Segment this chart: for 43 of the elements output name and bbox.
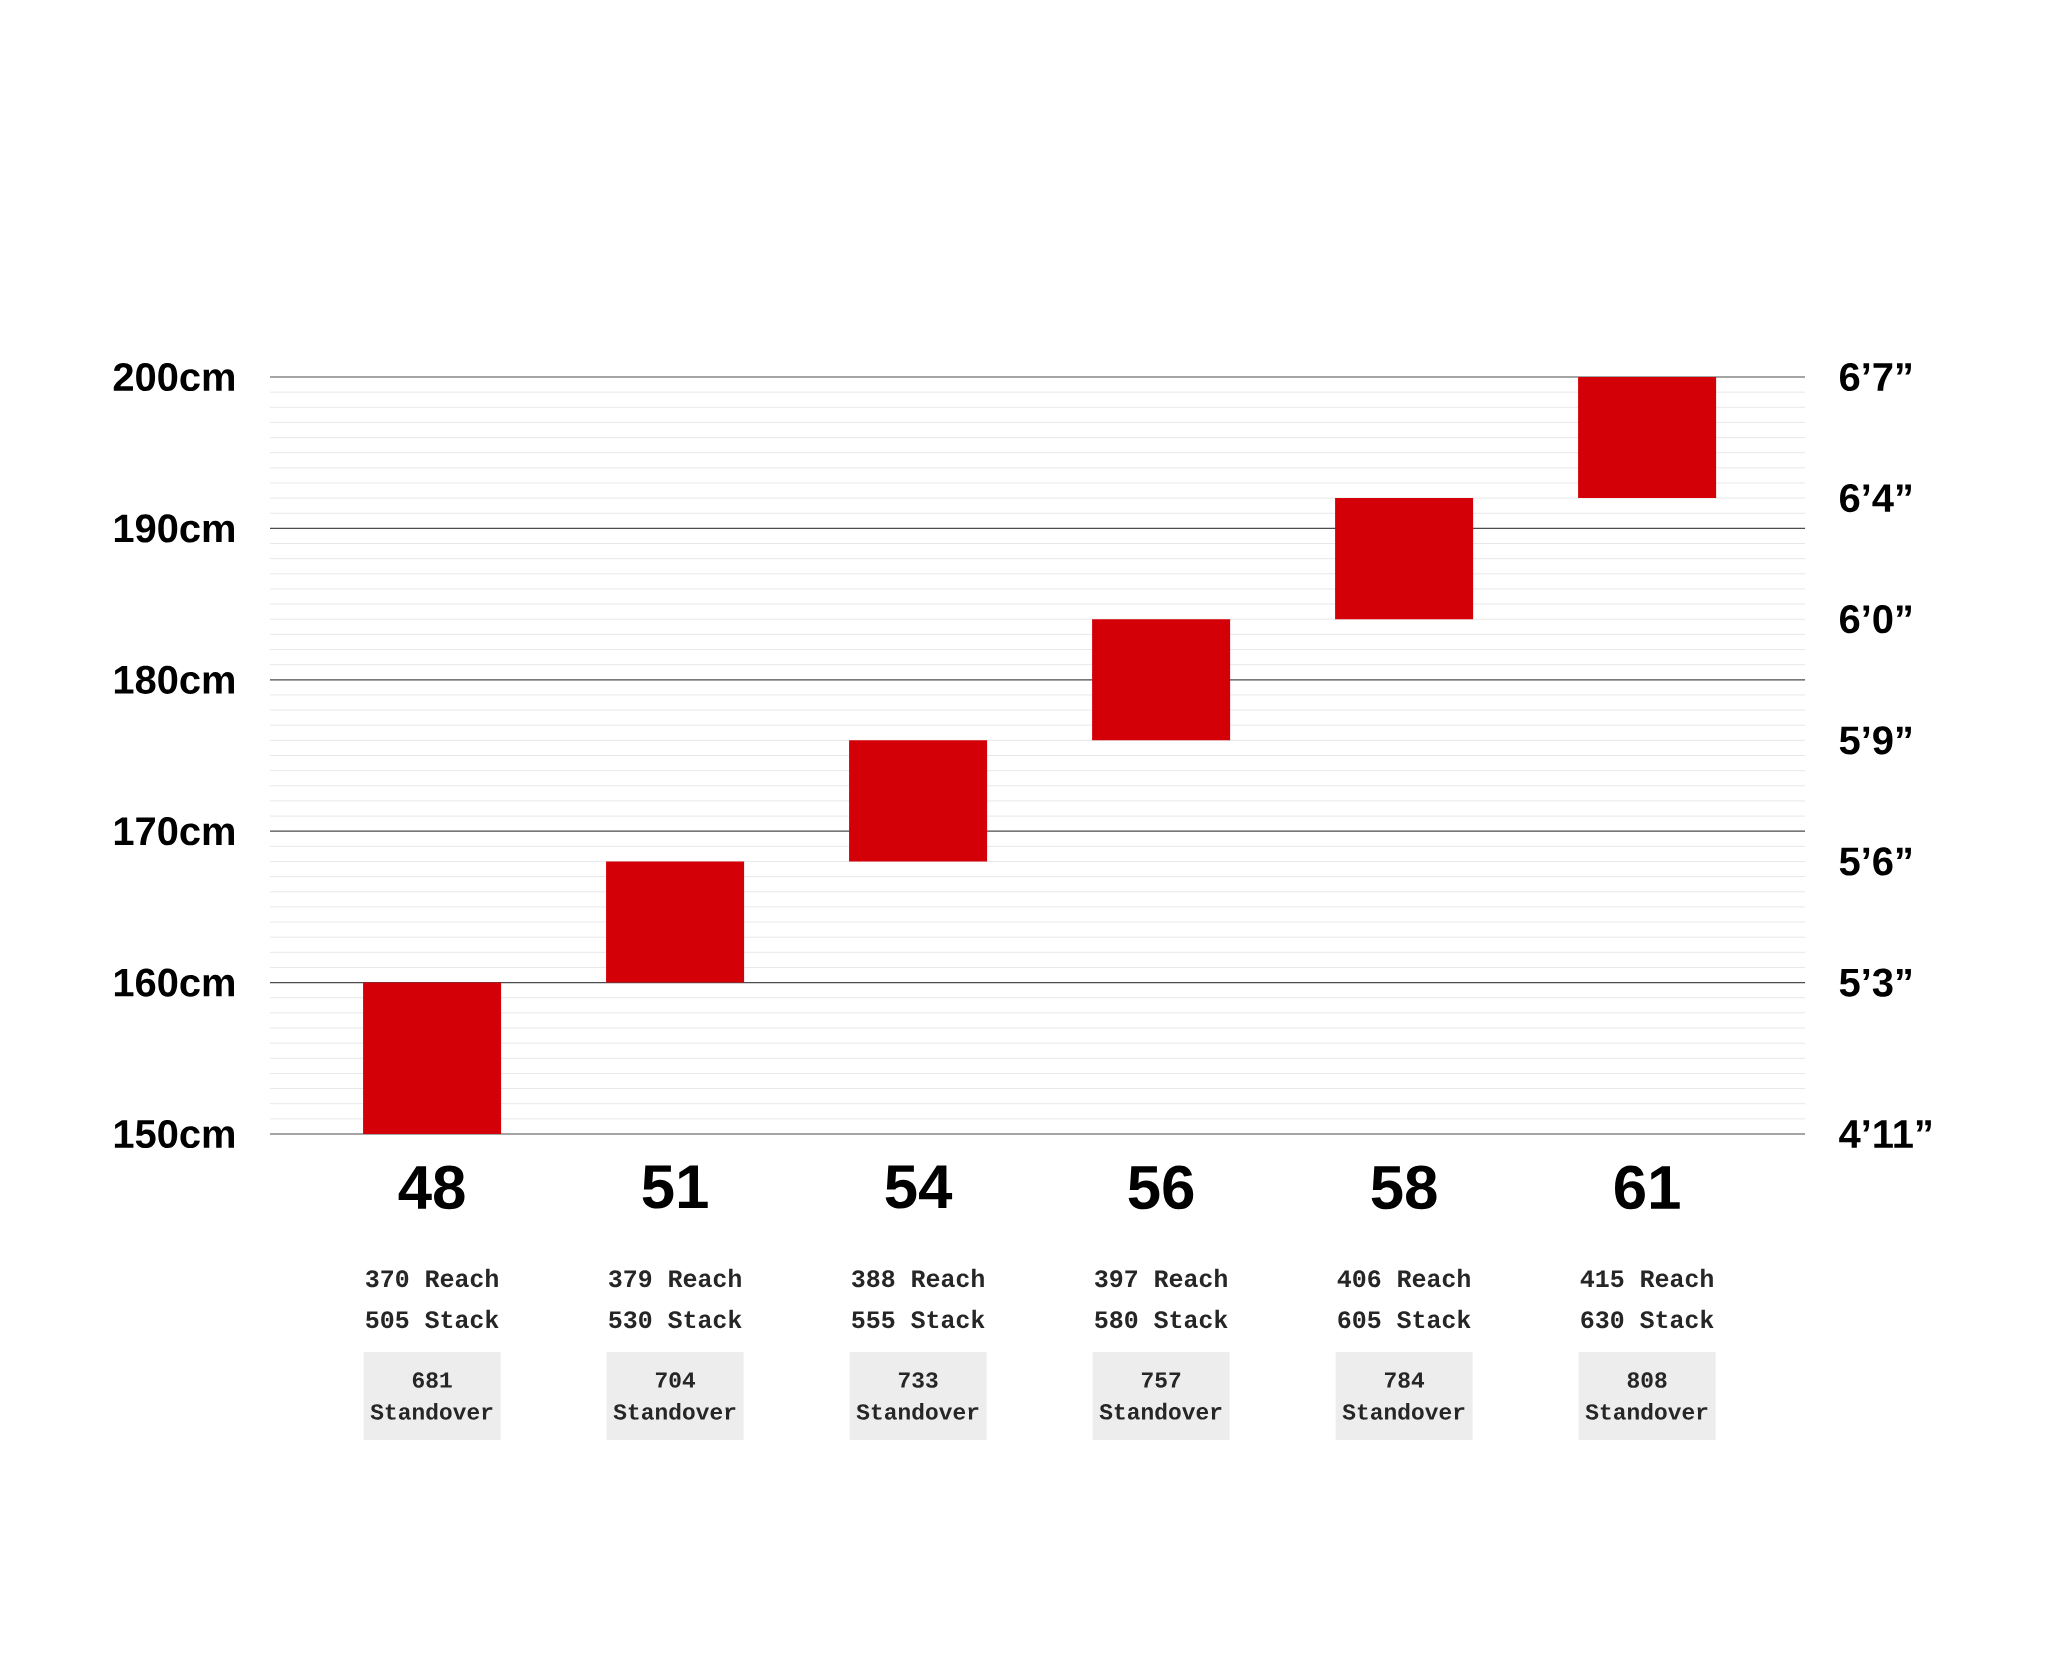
- text: 5’6”: [1839, 847, 1911, 876]
- text: 370 Reach: [365, 1268, 498, 1288]
- x-tick-label: 61: [1615, 1165, 1680, 1210]
- y-tick-label: 200cm: [113, 362, 234, 392]
- x-tick-label: 54: [885, 1165, 953, 1209]
- text: 4’11”: [1839, 1120, 1931, 1148]
- text: 388 Reach: [851, 1268, 984, 1288]
- x-tick-label: 56: [1128, 1165, 1194, 1210]
- text: 555 Stack: [852, 1309, 985, 1329]
- text: 415 Reach: [1580, 1268, 1713, 1288]
- text: 757 Standover: [1099, 1372, 1222, 1420]
- text: 505 Stack: [366, 1309, 499, 1329]
- text: 5’9”: [1839, 726, 1911, 755]
- text: 406 Reach: [1337, 1268, 1470, 1288]
- bar: [606, 861, 745, 983]
- text: 630 Stack: [1581, 1309, 1714, 1329]
- text: 6’4”: [1840, 484, 1911, 513]
- bar: [849, 740, 988, 862]
- y-tick-label: 150cm: [114, 1119, 234, 1149]
- bar: [1092, 619, 1231, 741]
- text: 379 Reach: [608, 1268, 741, 1288]
- bar: [363, 982, 502, 1134]
- text: 580 Stack: [1095, 1309, 1228, 1329]
- text: 808 Standover: [1585, 1372, 1708, 1420]
- text: 6’7”: [1840, 362, 1911, 392]
- bar: [1578, 376, 1717, 499]
- y-tick-label: 180cm: [114, 665, 234, 694]
- text: 530 Stack: [609, 1309, 742, 1329]
- x-tick-label: 48: [398, 1165, 465, 1210]
- x-tick-label: 51: [642, 1165, 708, 1209]
- text: 5’3”: [1839, 968, 1911, 997]
- text: 397 Reach: [1094, 1268, 1227, 1288]
- bar: [1335, 498, 1474, 620]
- text: 733 Standover: [856, 1372, 979, 1420]
- text: 605 Stack: [1338, 1309, 1471, 1329]
- text: 6’0”: [1840, 605, 1911, 634]
- y-tick-label: 190cm: [114, 514, 234, 543]
- text: 784 Standover: [1342, 1372, 1465, 1420]
- text: 681 Standover: [370, 1372, 493, 1420]
- y-tick-label: 170cm: [114, 817, 234, 846]
- x-tick-label: 58: [1371, 1165, 1437, 1210]
- y-tick-label: 160cm: [114, 968, 234, 997]
- text: 704 Standover: [613, 1372, 736, 1420]
